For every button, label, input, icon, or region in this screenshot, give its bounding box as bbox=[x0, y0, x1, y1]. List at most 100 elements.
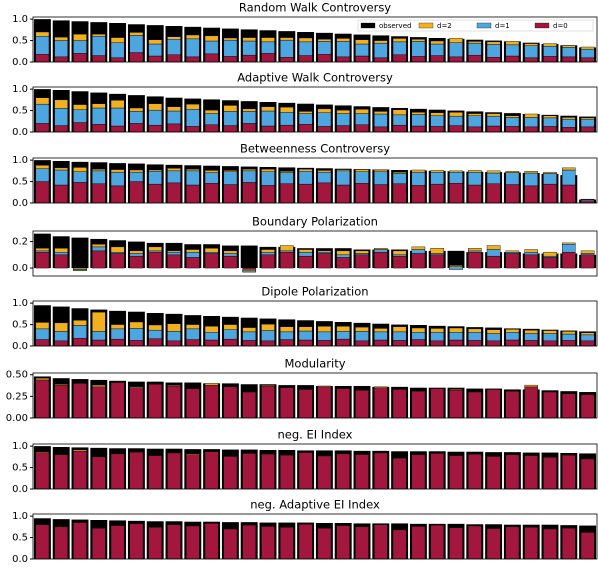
segment-bar bbox=[223, 56, 238, 63]
segment-bar bbox=[148, 109, 162, 126]
y-tick-label: 0.5 bbox=[12, 106, 28, 117]
segment-bar bbox=[223, 37, 238, 41]
chart-title: Modularity bbox=[284, 357, 345, 371]
segment-bar bbox=[486, 113, 501, 117]
bars bbox=[33, 19, 597, 63]
segment-bar bbox=[261, 254, 275, 269]
segment-bar bbox=[449, 527, 463, 560]
segment-bar bbox=[580, 250, 595, 254]
segment-bar bbox=[580, 532, 595, 560]
segment-bar bbox=[468, 54, 482, 63]
y-tick-label: 1.0 bbox=[12, 155, 28, 166]
segment-bar bbox=[430, 183, 444, 204]
y-tick-label: 0.0 bbox=[12, 263, 28, 274]
segment-bar bbox=[392, 331, 407, 341]
segment-bar bbox=[148, 527, 162, 560]
segment-bar bbox=[186, 388, 200, 419]
segment-bar bbox=[186, 34, 200, 40]
segment-bar bbox=[411, 169, 426, 173]
segment-bar bbox=[186, 454, 200, 490]
segment-bar bbox=[35, 248, 50, 252]
segment-bar bbox=[336, 125, 350, 133]
segment-bar bbox=[505, 339, 520, 347]
segment-bar bbox=[374, 452, 388, 490]
segment-bar bbox=[411, 249, 426, 254]
segment-bar bbox=[449, 42, 463, 58]
segment-bar bbox=[204, 40, 219, 55]
segment-bar bbox=[411, 332, 426, 340]
axes-frame bbox=[32, 300, 598, 347]
segment-bar bbox=[167, 182, 181, 204]
segment-bar bbox=[562, 331, 576, 335]
segment-bar bbox=[524, 172, 538, 187]
segment-bar bbox=[524, 185, 538, 204]
segment-bar bbox=[374, 171, 388, 185]
legend-label: observed bbox=[379, 22, 411, 30]
segment-bar bbox=[580, 340, 595, 347]
segment-bar bbox=[73, 40, 87, 54]
segment-bar bbox=[54, 56, 68, 63]
segment-bar bbox=[486, 125, 501, 133]
segment-bar bbox=[430, 524, 444, 560]
segment-bar bbox=[562, 244, 576, 253]
segment-bar bbox=[186, 251, 200, 258]
segment-bar bbox=[280, 37, 294, 41]
segment-bar bbox=[261, 330, 275, 342]
segment-bar bbox=[223, 324, 238, 330]
segment-bar bbox=[54, 254, 68, 269]
segment-bar bbox=[186, 257, 200, 269]
legend-box bbox=[357, 19, 594, 32]
segment-bar bbox=[411, 112, 426, 115]
segment-bar bbox=[317, 112, 332, 127]
segment-bar bbox=[167, 36, 181, 40]
segment-bar bbox=[392, 326, 407, 333]
segment-bar bbox=[223, 338, 238, 347]
segment-bar bbox=[167, 106, 181, 112]
segment-bar bbox=[543, 251, 557, 257]
segment-bar bbox=[411, 171, 426, 186]
segment-bar bbox=[336, 109, 350, 114]
segment-bar bbox=[524, 43, 538, 46]
segment-bar bbox=[411, 39, 426, 42]
y-tick-label: 0.0 bbox=[12, 484, 28, 495]
segment-bar bbox=[468, 42, 482, 56]
segment-bar bbox=[280, 183, 294, 204]
segment-bar bbox=[223, 184, 238, 204]
segment-bar bbox=[280, 454, 294, 490]
segment-bar bbox=[298, 41, 313, 56]
segment-bar bbox=[92, 456, 106, 490]
segment-bar bbox=[129, 451, 144, 490]
segment-bar bbox=[148, 169, 162, 172]
segment-bar bbox=[580, 254, 595, 269]
segment-bar bbox=[167, 384, 181, 387]
segment-bar bbox=[54, 526, 68, 560]
segment-bar bbox=[411, 41, 426, 57]
segment-bar bbox=[562, 251, 576, 269]
segment-bar bbox=[129, 171, 144, 182]
segment-bar bbox=[374, 126, 388, 133]
segment-bar bbox=[204, 253, 219, 269]
segment-bar bbox=[242, 123, 256, 133]
segment-bar bbox=[355, 454, 369, 490]
segment-bar bbox=[524, 251, 538, 256]
axes-frame bbox=[32, 513, 598, 560]
segment-bar bbox=[392, 109, 407, 116]
segment-bar bbox=[486, 255, 501, 269]
segment-bar bbox=[317, 54, 332, 63]
segment-bar bbox=[355, 183, 369, 204]
segment-bar bbox=[298, 389, 313, 419]
segment-bar bbox=[35, 181, 50, 204]
segment-bar bbox=[392, 114, 407, 126]
segment-bar bbox=[35, 328, 50, 340]
segment-bar bbox=[374, 111, 388, 115]
segment-bar bbox=[280, 172, 294, 184]
segment-bar bbox=[449, 389, 463, 391]
segment-bar bbox=[355, 113, 369, 125]
segment-bar bbox=[580, 57, 595, 63]
segment-bar bbox=[167, 385, 181, 419]
segment-bar bbox=[505, 41, 520, 46]
segment-bar bbox=[543, 171, 557, 174]
segment-bar bbox=[223, 456, 238, 490]
segment-bar bbox=[374, 328, 388, 333]
segment-bar bbox=[449, 265, 463, 267]
